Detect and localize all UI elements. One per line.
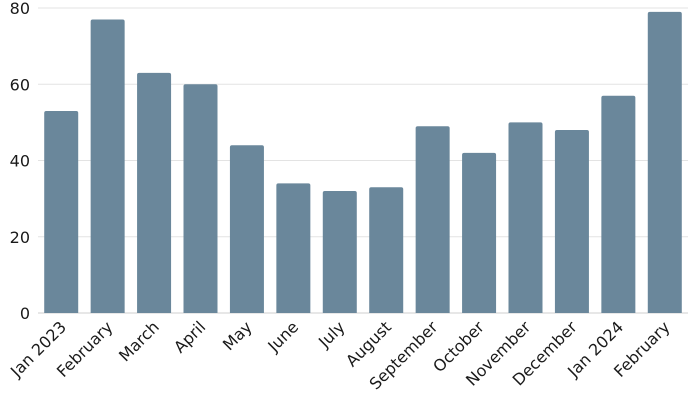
- y-axis-ticks: 0 20 40 60 80: [10, 0, 30, 323]
- bar: [369, 187, 404, 313]
- x-tick-label: June: [263, 317, 302, 356]
- y-tick-label: 80: [10, 0, 30, 18]
- bar-layer: [44, 11, 682, 313]
- bar: [415, 126, 450, 313]
- x-tick-label: April: [170, 317, 209, 356]
- bar: [554, 130, 589, 313]
- bar: [229, 145, 264, 313]
- bar: [137, 72, 172, 313]
- bar: [322, 191, 357, 313]
- grid-layer: [38, 7, 688, 314]
- y-tick-label: 0: [20, 304, 30, 323]
- bar: [44, 110, 79, 313]
- bar: [508, 122, 543, 313]
- bar: [183, 84, 218, 313]
- bar: [276, 183, 311, 313]
- bar: [462, 152, 497, 313]
- bar: [647, 11, 682, 313]
- bar: [90, 19, 125, 313]
- x-tick-label: March: [115, 317, 163, 365]
- bar: [601, 95, 636, 313]
- y-tick-label: 40: [10, 152, 30, 171]
- y-tick-label: 60: [10, 75, 30, 94]
- x-tick-label: July: [314, 317, 348, 351]
- x-tick-label: May: [219, 317, 256, 354]
- y-tick-label: 20: [10, 228, 30, 247]
